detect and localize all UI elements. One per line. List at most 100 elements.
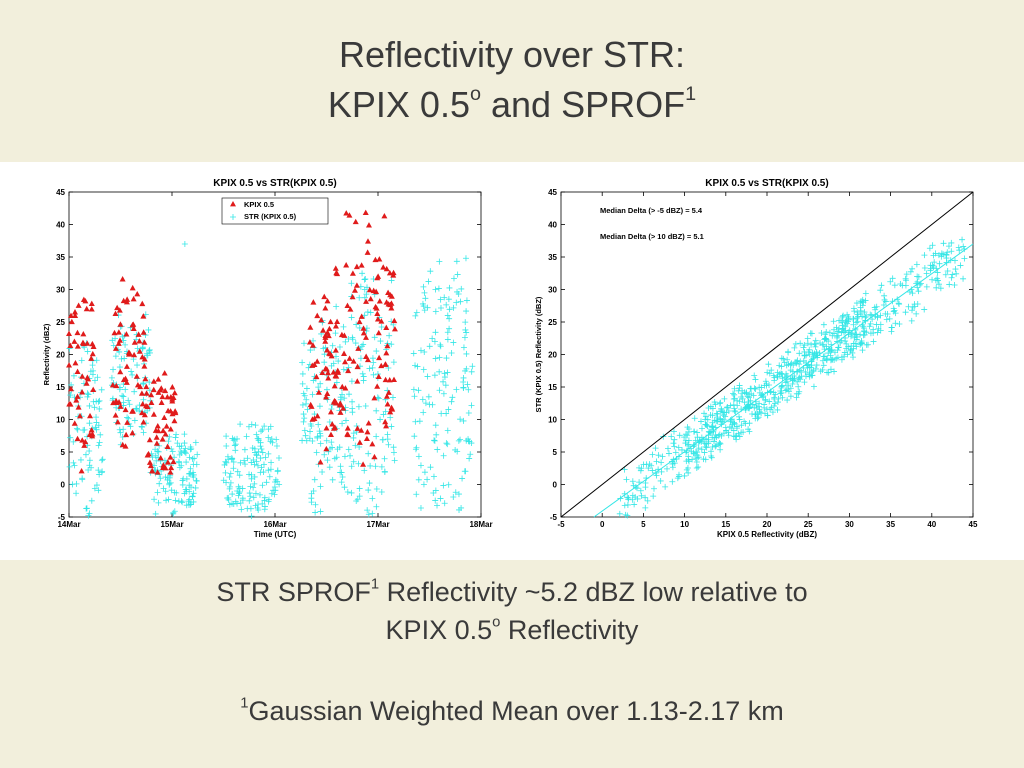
str-point (457, 298, 464, 305)
scatter-point (829, 356, 836, 363)
scatter-point (921, 252, 928, 259)
scatter-point (824, 355, 831, 362)
str-point (347, 452, 354, 459)
str-point (243, 433, 250, 440)
str-point (373, 407, 380, 414)
str-point (172, 434, 179, 441)
scatter-point (692, 437, 699, 444)
str-point (364, 309, 371, 316)
str-point (384, 436, 391, 443)
kpix-point (71, 420, 78, 426)
kpix-point (358, 262, 365, 268)
scatter-point (872, 306, 879, 313)
kpix-point (383, 422, 390, 429)
scatter-point (914, 273, 921, 280)
scatter-point (853, 331, 860, 338)
scatter-point (756, 389, 763, 396)
kpix-point (388, 300, 395, 306)
str-point (466, 455, 473, 462)
str-point (120, 426, 127, 433)
str-point (188, 445, 195, 452)
str-point (461, 334, 468, 341)
str-point (348, 463, 355, 470)
kpix-point (347, 306, 354, 312)
kpix-point (140, 313, 147, 319)
str-point (377, 416, 384, 423)
str-point (431, 437, 438, 444)
str-point (429, 335, 436, 342)
str-point (430, 490, 437, 497)
str-point (95, 467, 102, 474)
str-point (425, 393, 432, 400)
kpix-point (120, 376, 127, 383)
kpix-point (353, 263, 360, 270)
scatter-point (775, 395, 782, 402)
str-point (183, 502, 190, 509)
kpix-point (360, 329, 367, 336)
str-point (352, 442, 359, 449)
str-point (440, 482, 447, 489)
legend-label-kpix: KPIX 0.5 (244, 200, 274, 209)
kpix-point (343, 210, 350, 216)
str-point (229, 455, 236, 462)
str-point (337, 394, 344, 401)
scatter-point (945, 243, 952, 250)
str-point (313, 449, 320, 456)
str-point (268, 459, 275, 466)
kpix-point (341, 350, 348, 356)
scatter-point (808, 364, 815, 371)
kpix-point (67, 342, 74, 348)
str-point (248, 459, 255, 466)
str-point (88, 497, 95, 504)
kpix-point (144, 403, 151, 410)
str-point (317, 432, 324, 439)
scatter-point (682, 440, 689, 447)
str-point (432, 355, 439, 362)
scatter-point (624, 501, 631, 508)
scatter-point (715, 432, 722, 439)
kpix-point (332, 323, 339, 329)
scatter-point (860, 323, 867, 330)
str-point (181, 431, 188, 438)
scatter-point (708, 423, 715, 430)
scatter-point (882, 298, 889, 305)
kpix-point (354, 363, 361, 370)
str-point (344, 488, 351, 495)
scatter-point (859, 340, 866, 347)
str-point (95, 442, 102, 449)
kpix-point (355, 345, 362, 351)
str-point (307, 347, 314, 354)
scatter-point (766, 382, 773, 389)
str-point (246, 497, 253, 504)
str-point (421, 348, 428, 355)
scatter-point (834, 354, 841, 361)
scatter-point (675, 473, 682, 480)
kpix-point (383, 349, 390, 356)
str-point (93, 426, 100, 433)
scatter-point (755, 403, 762, 410)
scatter-point (844, 318, 851, 325)
str-point (74, 426, 81, 433)
scatter-point (880, 302, 887, 309)
str-point (311, 476, 318, 483)
str-point (299, 359, 306, 366)
str-point (235, 483, 242, 490)
scatter-point (745, 426, 752, 433)
y-tick-label-2: 35 (548, 253, 557, 262)
str-point (265, 496, 272, 503)
str-point (95, 487, 102, 494)
str-point (120, 393, 127, 400)
str-point (321, 359, 328, 366)
str-point (132, 405, 139, 412)
str-point (432, 487, 439, 494)
kpix-point (327, 318, 334, 325)
scatter-point (835, 328, 842, 335)
str-point (224, 495, 231, 502)
str-point (175, 458, 182, 465)
scatter-point (884, 310, 891, 317)
str-point (223, 433, 230, 440)
scatter-point (738, 422, 745, 429)
scatter-point (845, 343, 852, 350)
scatter-point (813, 348, 820, 355)
kpix-point (109, 381, 116, 388)
